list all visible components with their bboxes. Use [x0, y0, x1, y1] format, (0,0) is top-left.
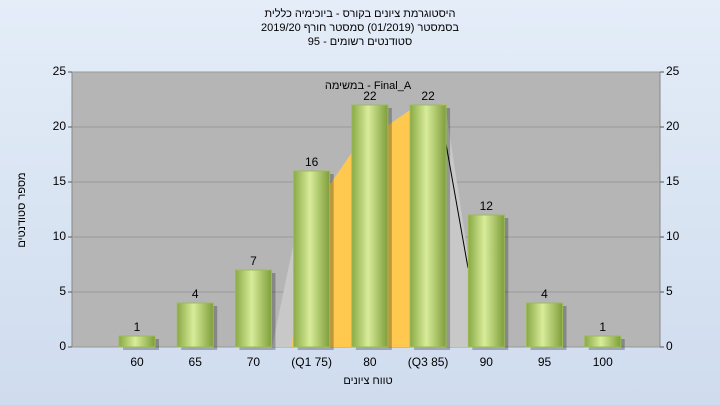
- x-tick-label: 60: [130, 355, 144, 369]
- x-tick-label: 90: [480, 355, 494, 369]
- chart-subtitle: סטודנטים רשומים - 95: [308, 36, 412, 48]
- y-tick-label: 15: [53, 174, 67, 188]
- y2-tick-label: 20: [666, 119, 680, 133]
- x-tick-label: 80: [363, 355, 377, 369]
- value-label: 12: [480, 199, 494, 213]
- y-tick-label: 5: [59, 284, 66, 298]
- y2-tick-label: 25: [666, 64, 680, 78]
- value-label: 16: [305, 155, 319, 169]
- x-axis-label: טווח ציונים: [343, 375, 392, 387]
- value-label: 1: [599, 320, 606, 334]
- x-tick-label: 65: [189, 355, 203, 369]
- y-tick-label: 0: [59, 339, 66, 353]
- chart-subtitle: בסמסטר (01/2019) סמסטר חורף 2019/20: [261, 22, 459, 34]
- y-tick-label: 10: [53, 229, 67, 243]
- bar: [293, 170, 331, 348]
- bar: [467, 214, 505, 348]
- x-tick-label: (Q1 75): [291, 355, 332, 369]
- bar: [526, 302, 564, 348]
- bar: [176, 302, 214, 348]
- value-label: 7: [250, 254, 257, 268]
- annotation: במשימה - Final_A: [325, 80, 412, 92]
- value-label: 1: [134, 320, 141, 334]
- y2-tick-label: 0: [666, 339, 673, 353]
- value-label: 22: [363, 89, 377, 103]
- y-tick-label: 20: [53, 119, 67, 133]
- x-tick-label: (Q3 85): [408, 355, 449, 369]
- y2-tick-label: 15: [666, 174, 680, 188]
- y2-tick-label: 5: [666, 284, 673, 298]
- value-label: 4: [541, 287, 548, 301]
- bar: [351, 104, 389, 348]
- bar: [584, 335, 622, 348]
- y2-tick-label: 10: [666, 229, 680, 243]
- bar: [409, 104, 447, 348]
- bar: [234, 269, 272, 348]
- x-tick-label: 70: [247, 355, 261, 369]
- y-axis-label: מספר סטודנטים: [16, 172, 28, 247]
- x-tick-label: 100: [593, 355, 613, 369]
- value-label: 22: [421, 89, 435, 103]
- x-tick-label: 95: [538, 355, 552, 369]
- bar: [118, 335, 156, 348]
- value-label: 4: [192, 287, 199, 301]
- y-tick-label: 25: [53, 64, 67, 78]
- chart-title: היסטוגרמת ציונים בקורס - ביוכימיה כללית: [265, 7, 456, 20]
